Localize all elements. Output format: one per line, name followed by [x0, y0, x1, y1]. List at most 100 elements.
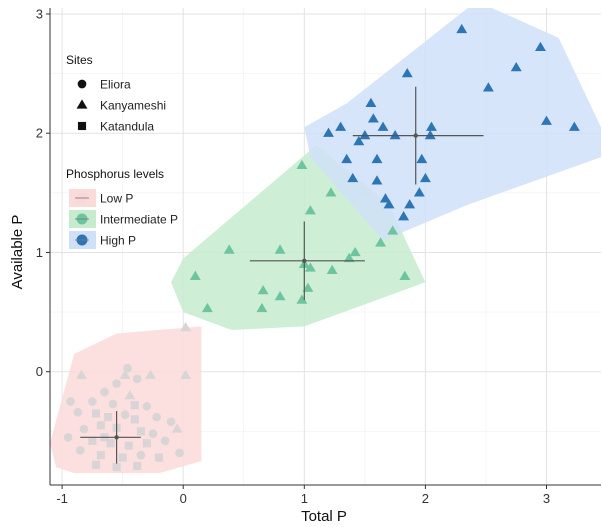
data-point	[302, 282, 314, 292]
data-point	[152, 412, 161, 422]
data-point	[88, 436, 97, 445]
data-point	[133, 461, 142, 470]
data-point	[96, 451, 105, 460]
data-point	[136, 450, 146, 460]
data-point	[323, 127, 334, 137]
data-point	[326, 264, 338, 274]
y-tick-label: 3	[36, 6, 43, 21]
data-point	[88, 397, 97, 406]
data-point	[349, 246, 361, 257]
x-tick-label: 0	[180, 491, 187, 506]
mean-point	[413, 133, 418, 138]
data-point	[399, 270, 411, 280]
mean-point	[302, 258, 307, 264]
legend-levels-label: Intermediate P	[100, 213, 178, 227]
data-point	[180, 321, 192, 332]
data-point	[347, 172, 359, 183]
data-point	[371, 175, 383, 185]
mean-crosses	[80, 86, 484, 464]
data-point	[223, 244, 235, 254]
data-point	[119, 369, 131, 379]
data-point	[201, 302, 213, 313]
data-point	[142, 401, 152, 411]
data-point	[274, 290, 286, 301]
data-point	[389, 129, 401, 140]
data-point	[325, 187, 337, 197]
data-point	[341, 153, 353, 164]
data-point	[387, 225, 399, 235]
data-point	[398, 211, 410, 221]
data-point	[120, 410, 130, 419]
data-point	[142, 439, 151, 448]
data-point	[413, 187, 425, 197]
legend: Sites Eliora Kanyameshi Katandula Phosphorus…	[66, 53, 178, 249]
legend-marker-circle	[77, 79, 87, 89]
data-point	[353, 135, 365, 146]
legend-marker-triangle	[76, 99, 88, 109]
data-point	[541, 115, 552, 125]
data-point	[304, 205, 316, 215]
legend-sites-label: Eliora	[100, 78, 131, 92]
data-point	[419, 172, 431, 183]
data-point	[96, 421, 105, 430]
data-point	[108, 399, 118, 409]
data-point	[118, 453, 127, 462]
data-point	[359, 129, 371, 140]
data-point	[104, 412, 113, 422]
data-point	[112, 379, 121, 388]
data-point	[256, 302, 268, 313]
data-point	[335, 121, 347, 131]
x-tick-label: 2	[422, 491, 429, 506]
data-point	[568, 121, 580, 131]
mean-point	[114, 435, 119, 440]
x-tick-label: 3	[543, 491, 550, 506]
data-point	[456, 23, 468, 34]
legend-levels-label: Low P	[100, 192, 133, 206]
data-point	[106, 439, 115, 448]
data-point	[124, 389, 136, 400]
legend-levels-title: Phosphorus levels	[66, 167, 164, 181]
data-point	[171, 423, 183, 433]
data-point	[166, 417, 176, 427]
data-point	[180, 369, 192, 379]
y-tick-label: 2	[36, 126, 43, 141]
x-tick-label: -1	[56, 491, 68, 506]
data-point	[91, 409, 101, 418]
data-point	[416, 153, 428, 164]
data-points	[63, 23, 580, 472]
data-point	[189, 270, 201, 280]
data-point	[123, 363, 132, 373]
x-axis-title: Total P	[301, 508, 347, 525]
data-point	[100, 387, 109, 397]
data-point	[160, 436, 170, 446]
data-point	[379, 193, 391, 203]
legend-sites-label: Katandula	[100, 120, 154, 134]
legend-sites-label: Kanyameshi	[100, 99, 166, 113]
data-point	[534, 41, 546, 51]
data-point	[401, 67, 413, 78]
data-point	[63, 432, 73, 442]
data-point	[75, 446, 85, 455]
data-point	[367, 113, 379, 123]
data-point	[112, 463, 121, 472]
data-point	[296, 159, 308, 170]
data-point	[296, 294, 308, 304]
data-point	[482, 82, 494, 92]
data-point	[304, 262, 316, 272]
data-point	[132, 374, 142, 384]
data-point	[365, 97, 377, 108]
data-point	[145, 369, 156, 379]
data-point	[124, 441, 133, 450]
data-point	[76, 369, 87, 379]
data-point	[274, 244, 286, 254]
y-tick-label: 1	[36, 245, 43, 260]
legend-sites-title: Sites	[66, 53, 93, 67]
data-point	[371, 153, 383, 164]
data-point	[91, 460, 101, 469]
data-point	[130, 401, 139, 410]
legend-levels-label: High P	[100, 234, 136, 248]
x-tick-label: 1	[301, 491, 308, 506]
hull-low-p	[50, 326, 202, 474]
data-point	[154, 453, 164, 462]
data-point	[130, 415, 139, 424]
